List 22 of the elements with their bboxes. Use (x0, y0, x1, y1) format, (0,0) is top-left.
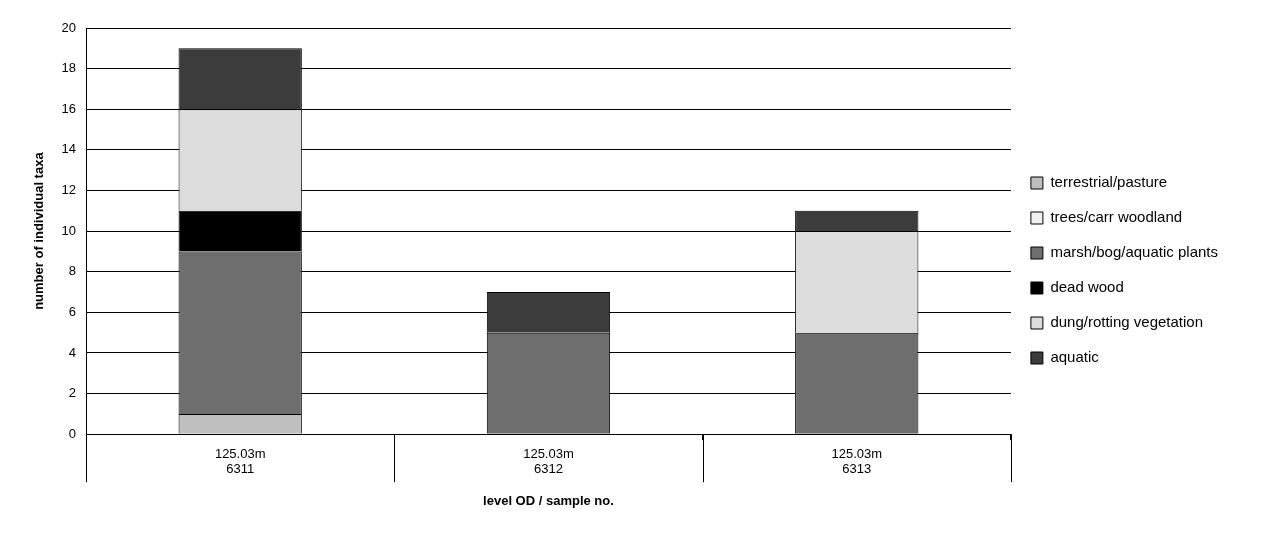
x-tick-label: 125.03m 6312 (523, 445, 574, 477)
legend-label: trees/carr woodland (1050, 208, 1183, 226)
x-tick-label: 125.03m 6313 (831, 445, 883, 477)
legend-label: dead wood (1050, 278, 1124, 296)
y-tick-label: 0 (68, 425, 77, 441)
y-tick-label: 6 (68, 303, 77, 319)
y-tick-label: 8 (68, 263, 77, 279)
x-tick-label: 125.03m 6311 (214, 445, 266, 477)
y-tick-label: 14 (61, 141, 77, 157)
y-tick-label: 18 (61, 60, 77, 76)
y-tick-label: 2 (68, 385, 77, 401)
y-tick-label: 16 (61, 100, 77, 116)
y-tick-label: 12 (61, 182, 77, 198)
y-tick-label: 10 (61, 222, 77, 238)
y-axis-title: number of individual taxa (31, 151, 47, 310)
legend-label: aquatic (1050, 348, 1100, 366)
legend-label: marsh/bog/aquatic plants (1050, 243, 1219, 261)
y-tick-label: 20 (61, 19, 77, 35)
y-tick-label: 4 (68, 344, 77, 360)
x-axis-title: level OD / sample no. (483, 492, 614, 508)
legend-label: dung/rotting vegetation (1050, 313, 1204, 331)
legend-label: terrestrial/pasture (1050, 173, 1168, 191)
